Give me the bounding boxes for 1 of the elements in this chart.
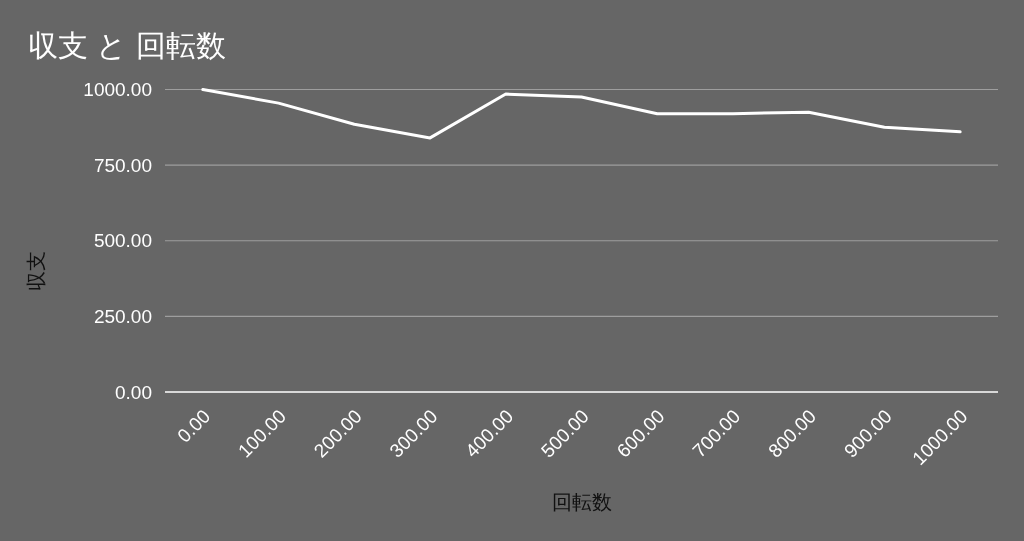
title: 収支 と 回転数 — [28, 29, 226, 62]
